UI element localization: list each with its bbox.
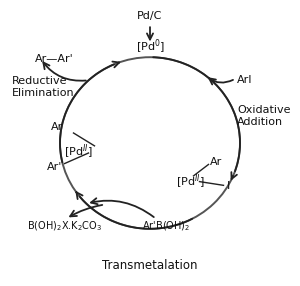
Text: ArI: ArI (237, 75, 253, 85)
Text: Oxidative
Addition: Oxidative Addition (237, 105, 290, 127)
Text: Transmetalation: Transmetalation (102, 259, 198, 273)
Text: Ar': Ar' (46, 162, 62, 172)
Text: [Pd$^0$]: [Pd$^0$] (136, 38, 164, 56)
Text: Ar: Ar (51, 122, 63, 132)
Text: Ar—Ar': Ar—Ar' (34, 54, 73, 63)
Text: [Pd$^{II}$]: [Pd$^{II}$] (176, 172, 204, 191)
Text: I: I (226, 181, 230, 191)
Text: B(OH)$_2$X.K$_2$CO$_3$: B(OH)$_2$X.K$_2$CO$_3$ (27, 219, 102, 233)
Text: Pd/C: Pd/C (137, 11, 163, 21)
Text: Ar: Ar (210, 157, 222, 166)
Text: [Pd$^{II}$]: [Pd$^{II}$] (64, 142, 93, 161)
Text: Ar'B(OH)$_2$: Ar'B(OH)$_2$ (142, 219, 191, 233)
Text: Reductive
Elimination: Reductive Elimination (12, 76, 75, 98)
